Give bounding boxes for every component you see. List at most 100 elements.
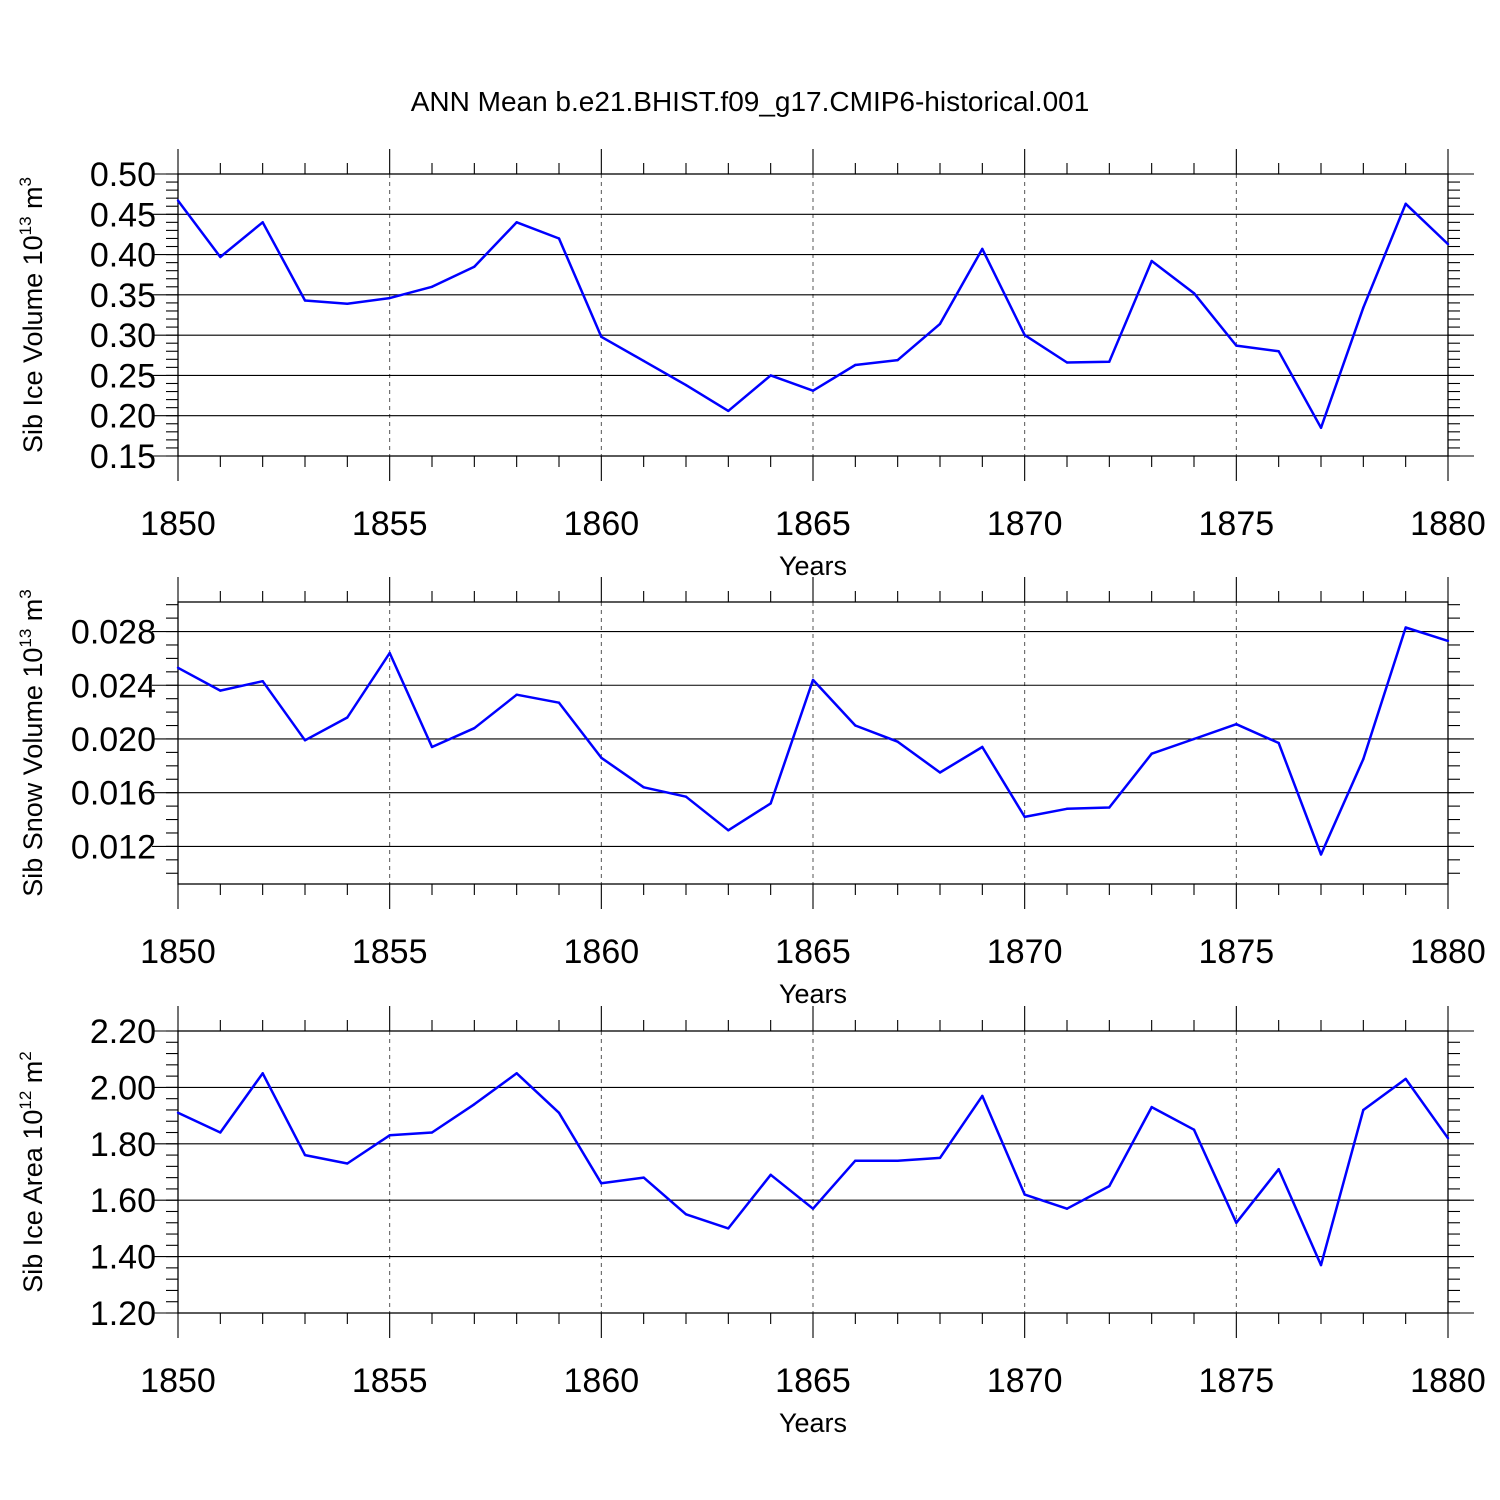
- data-point: [1446, 1137, 1450, 1140]
- y-axis-title-unit: m: [18, 1061, 48, 1084]
- data-point: [557, 701, 561, 704]
- x-tick-label: 1855: [352, 933, 428, 971]
- ice-volume-panel: 0.500.450.400.350.300.250.200.15 1850 1855…: [16, 149, 1486, 581]
- data-point: [811, 678, 815, 682]
- data-point: [388, 1134, 391, 1137]
- data-point: [515, 221, 518, 224]
- data-point: [1235, 723, 1238, 726]
- data-point: [1446, 639, 1450, 643]
- y-axis-title-text: Sib Ice Volume 10: [18, 235, 48, 453]
- data-point: [1150, 752, 1153, 755]
- x-axis-title: Years: [779, 1408, 847, 1438]
- data-point: [769, 1173, 772, 1177]
- data-point: [473, 265, 476, 268]
- y-tick-label: 1.80: [90, 1126, 156, 1164]
- y-axis-title-exponent: 12: [16, 1091, 35, 1110]
- y-tick-label: 2.20: [90, 1013, 156, 1051]
- data-point: [1362, 757, 1365, 761]
- y-axis-title-space: [18, 209, 48, 217]
- plot-frame: [177, 173, 1449, 457]
- data-point: [1023, 333, 1026, 337]
- y-axis-title-exponent: 13: [16, 629, 35, 648]
- x-tick-label: 1875: [1199, 505, 1275, 543]
- data-point: [1192, 737, 1196, 741]
- data-point: [854, 724, 857, 727]
- data-point: [938, 322, 942, 326]
- data-point: [261, 1072, 264, 1075]
- data-point: [642, 359, 645, 363]
- data-point: [1362, 306, 1365, 309]
- data-point: [811, 1207, 815, 1210]
- data-point: [684, 383, 688, 387]
- x-tick-label: 1855: [352, 505, 428, 543]
- x-tick-label: 1870: [987, 505, 1063, 543]
- data-point: [430, 1131, 434, 1134]
- data-point: [219, 1131, 222, 1134]
- data-point: [219, 255, 222, 259]
- data-point: [1277, 1168, 1280, 1171]
- x-tick-label: 1875: [1199, 933, 1275, 971]
- data-point: [430, 745, 434, 749]
- x-axis-title: Years: [779, 979, 847, 1009]
- data-point: [600, 335, 603, 338]
- data-point: [1023, 815, 1026, 819]
- data-point: [346, 716, 349, 719]
- data-point: [1150, 259, 1153, 263]
- y-axis-title-unit: m: [18, 599, 48, 622]
- data-point: [938, 1156, 942, 1160]
- data-point: [854, 363, 857, 367]
- data-point: [388, 651, 391, 655]
- x-tick-label: 1860: [564, 505, 640, 543]
- y-axis-title-text: Sib Snow Volume 10: [18, 648, 48, 897]
- data-point: [1404, 202, 1407, 205]
- x-tick-label: 1860: [564, 933, 640, 971]
- data-point: [176, 666, 180, 669]
- y-tick-label: 0.50: [90, 156, 156, 194]
- y-tick-label: 1.20: [90, 1295, 156, 1333]
- y-tick-label: 1.60: [90, 1182, 156, 1220]
- y-tick-label: 0.028: [71, 614, 156, 652]
- data-point: [515, 1072, 518, 1075]
- data-point: [346, 1162, 349, 1165]
- x-tick-label: 1870: [987, 933, 1063, 971]
- data-point: [938, 771, 942, 774]
- data-point: [303, 739, 307, 742]
- data-point: [1404, 626, 1407, 629]
- x-tick-label: 1850: [140, 933, 216, 971]
- y-tick-label: 0.45: [90, 196, 156, 234]
- data-point: [473, 727, 476, 730]
- data-point: [1319, 1263, 1323, 1267]
- data-point: [261, 221, 264, 224]
- y-tick-label: 2.00: [90, 1069, 156, 1107]
- y-axis-title-unit-exponent: 3: [16, 589, 35, 598]
- data-point: [515, 693, 518, 696]
- data-point: [896, 740, 899, 743]
- data-point: [1150, 1105, 1153, 1109]
- x-tick-label: 1850: [140, 505, 216, 543]
- data-point: [1319, 426, 1323, 429]
- x-tick-label: 1850: [140, 1362, 216, 1400]
- y-axis-title: Sib Ice Area 1012 m2: [16, 1051, 48, 1293]
- data-point: [600, 1182, 603, 1185]
- snow-volume-panel: 0.028 0.024 0.020 0.016 0.012 1850 1855 1860 186…: [16, 577, 1486, 1009]
- data-point: [261, 680, 264, 683]
- data-point: [219, 689, 222, 692]
- data-point: [1277, 741, 1280, 745]
- figure-title: ANN Mean b.e21.BHIST.f09_g17.CMIP6-histo…: [411, 86, 1090, 117]
- data-point: [176, 199, 180, 202]
- data-point: [1108, 1184, 1111, 1188]
- data-point: [684, 795, 688, 798]
- x-tick-label: 1880: [1410, 505, 1486, 543]
- data-point: [769, 374, 772, 377]
- data-point: [1108, 806, 1111, 809]
- data-point: [303, 1153, 307, 1157]
- x-tick-label: 1860: [564, 1362, 640, 1400]
- y-tick-label: 0.012: [71, 828, 156, 866]
- x-tick-label: 1865: [775, 933, 851, 971]
- data-point: [1362, 1108, 1365, 1112]
- data-point: [727, 829, 730, 832]
- data-point: [176, 1111, 180, 1115]
- y-axis-title: Sib Snow Volume 1013 m3: [16, 589, 48, 897]
- data-point: [1192, 292, 1196, 295]
